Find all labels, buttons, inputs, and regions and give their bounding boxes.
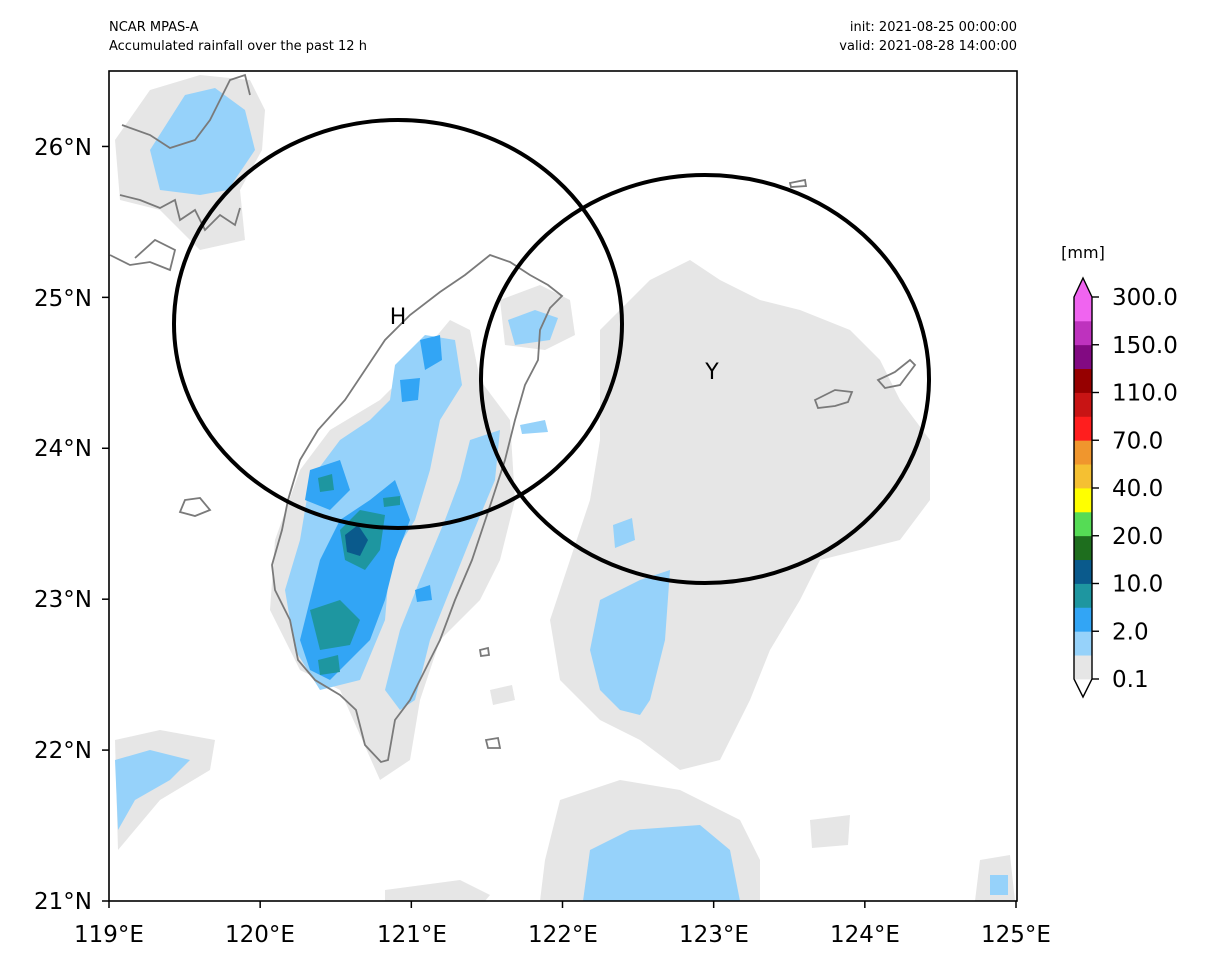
x-axis: 119°E 120°E 121°E 122°E 123°E 124°E 125°… bbox=[74, 901, 1051, 948]
x-tick-label: 125°E bbox=[981, 922, 1051, 948]
x-tick-label: 119°E bbox=[74, 922, 144, 948]
y-tick-label: 21°N bbox=[34, 889, 92, 915]
colorbar-swatch bbox=[1074, 511, 1092, 537]
y-tick-label: 25°N bbox=[34, 286, 92, 312]
overlay-circles bbox=[172, 118, 931, 585]
marker-y-label: Y bbox=[704, 360, 719, 385]
colorbar-tick-label: 110.0 bbox=[1112, 381, 1178, 407]
colorbar-extend-low bbox=[1074, 679, 1092, 697]
rainfall-extreme-field bbox=[345, 525, 368, 556]
colorbar-tick-label: 300.0 bbox=[1112, 285, 1178, 311]
colorbar-swatch bbox=[1074, 392, 1092, 417]
colorbar-swatch bbox=[1074, 583, 1092, 608]
circle-h bbox=[172, 118, 624, 530]
y-tick-label: 24°N bbox=[34, 436, 92, 462]
colorbar-extend-high bbox=[1074, 278, 1092, 297]
colorbar-swatch bbox=[1074, 631, 1092, 656]
x-tick-label: 123°E bbox=[679, 922, 749, 948]
colorbar-swatch bbox=[1074, 368, 1092, 393]
colorbar-swatch bbox=[1074, 344, 1092, 370]
colorbar-swatch bbox=[1074, 535, 1092, 561]
coastlines bbox=[109, 73, 917, 764]
model-name: NCAR MPAS-A bbox=[109, 20, 199, 35]
colorbar-tick-label: 20.0 bbox=[1112, 524, 1163, 550]
colorbar-swatch bbox=[1074, 440, 1092, 465]
x-tick-label: 120°E bbox=[225, 922, 295, 948]
colorbar-swatch bbox=[1074, 559, 1092, 584]
colorbar-swatch bbox=[1074, 297, 1092, 322]
colorbar: [mm] 0.1 2.0 10.0 20.0 40.0 70.0 110.0 150.0 300… bbox=[1061, 243, 1178, 699]
colorbar-tick-label: 2.0 bbox=[1112, 619, 1149, 645]
map-area: H Y bbox=[109, 71, 1017, 901]
figure-description: Accumulated rainfall over the past 12 h bbox=[109, 39, 367, 54]
y-tick-label: 22°N bbox=[34, 738, 92, 764]
valid-time: valid: 2021-08-28 14:00:00 bbox=[839, 39, 1017, 54]
colorbar-swatch bbox=[1074, 416, 1092, 441]
x-tick-label: 121°E bbox=[377, 922, 447, 948]
x-tick-label: 122°E bbox=[528, 922, 598, 948]
colorbar-swatch bbox=[1074, 607, 1092, 632]
colorbar-tick-label: 150.0 bbox=[1112, 333, 1178, 359]
colorbar-swatch bbox=[1074, 464, 1092, 489]
x-tick-label: 124°E bbox=[830, 922, 900, 948]
marker-h-label: H bbox=[390, 305, 407, 330]
colorbar-tick-label: 70.0 bbox=[1112, 428, 1163, 454]
colorbar-tick-label: 0.1 bbox=[1112, 667, 1149, 693]
colorbar-tick-label: 10.0 bbox=[1112, 572, 1163, 598]
colorbar-tick-label: 40.0 bbox=[1112, 476, 1163, 502]
y-tick-label: 23°N bbox=[34, 587, 92, 613]
y-tick-label: 26°N bbox=[34, 135, 92, 161]
colorbar-swatch bbox=[1074, 488, 1092, 513]
y-axis: 21°N 22°N 23°N 24°N 25°N 26°N bbox=[34, 135, 109, 915]
init-time: init: 2021-08-25 00:00:00 bbox=[849, 20, 1017, 35]
figure-header-right: init: 2021-08-25 00:00:00 valid: 2021-08… bbox=[700, 18, 1017, 56]
figure-header-left: NCAR MPAS-A Accumulated rainfall over th… bbox=[109, 18, 367, 56]
colorbar-swatch bbox=[1074, 320, 1092, 346]
circle-y bbox=[479, 173, 931, 585]
colorbar-unit-label: [mm] bbox=[1061, 243, 1105, 262]
colorbar-swatch bbox=[1074, 655, 1092, 680]
